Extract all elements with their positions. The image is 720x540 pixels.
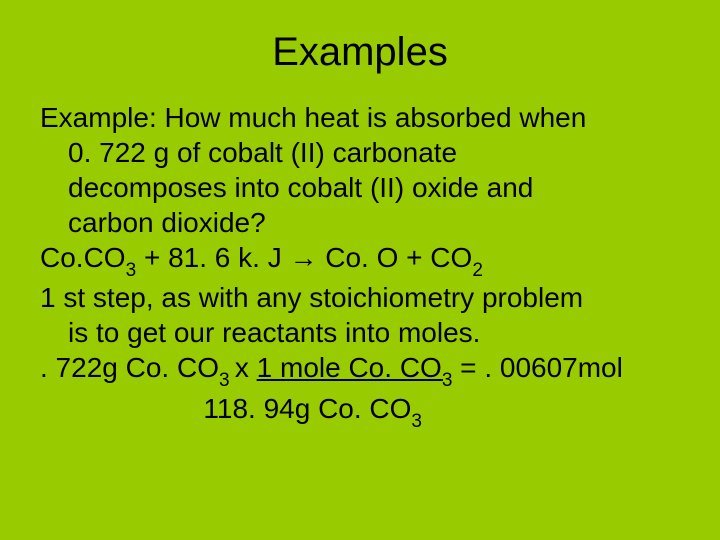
calc1-u1: 1 mole Co. CO [257,352,442,383]
eq-sub1: 3 [126,260,137,281]
eq-sub2: 2 [472,260,483,281]
question-line-2: 0. 722 g of cobalt (II) carbonate [40,135,680,170]
question-line-1: Example: How much heat is absorbed when [40,100,680,135]
calc1-c: = . 00607mol [452,352,622,383]
slide-body: Example: How much heat is absorbed when … [40,100,680,431]
slide-title: Examples [40,30,680,75]
calc2-pad [40,393,203,424]
question-line-4: carbon dioxide? [40,205,680,240]
eq-mid2: Co. O + CO [317,242,472,273]
calc-line-2: 118. 94g Co. CO3 [40,391,680,431]
calc-line-1: . 722g Co. CO3 x 1 mole Co. CO3 = . 0060… [40,350,680,390]
slide-container: Examples Example: How much heat is absor… [0,0,720,540]
calc1-usub: 3 [442,370,453,391]
step-line-2: is to get our reactants into moles. [40,315,680,350]
calc1-b: x [235,352,257,383]
arrow-icon: → [289,242,317,273]
calc2-a: 118. 94g Co. CO [203,393,411,424]
calc1-sub1: 3 [219,370,235,391]
question-line-3: decomposes into cobalt (II) oxide and [40,170,680,205]
equation-line: Co.CO3 + 81. 6 k. J → Co. O + CO2 [40,240,680,280]
calc2-sub: 3 [411,411,422,432]
eq-prefix: Co.CO [40,242,126,273]
calc1-a: . 722g Co. CO [40,352,219,383]
step-line-1: 1 st step, as with any stoichiometry pro… [40,280,680,315]
calc1-u: 1 mole Co. CO3 [257,352,453,383]
eq-mid1: + 81. 6 k. J [136,242,289,273]
